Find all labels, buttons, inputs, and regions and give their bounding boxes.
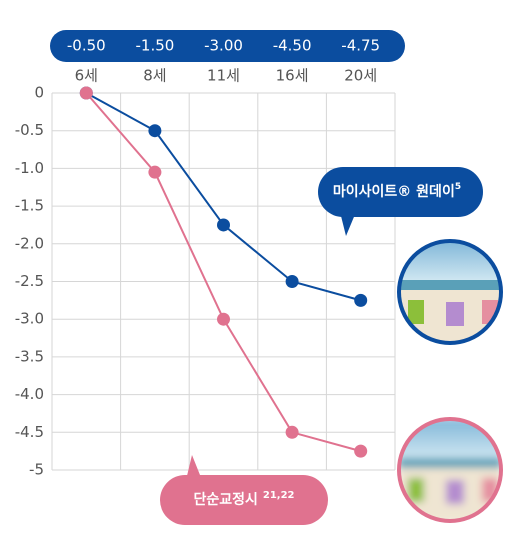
prescription-label: -4.50: [273, 37, 312, 55]
data-point: [354, 293, 368, 307]
legend-callout-blue: 마이사이트® 원데이5: [318, 167, 483, 236]
y-tick-label: -1.0: [15, 159, 44, 177]
y-tick-label: -2.5: [15, 272, 44, 290]
beach-photo-clear: [397, 239, 503, 345]
prescription-label: -0.50: [67, 37, 106, 55]
legend-note: 5: [455, 182, 461, 192]
plot: 0 -0.5 -1.0 -1.5 -2.0 -2.5 -3.0 -3.5 -4.0 -4.5 -5 6…: [15, 37, 396, 479]
svg-text:마이사이트® 원데이5: 마이사이트® 원데이5: [333, 182, 461, 201]
data-point: [217, 218, 230, 232]
data-point: [285, 425, 299, 439]
data-point: [217, 312, 230, 326]
y-tick-label: -3.0: [15, 310, 44, 328]
y-tick-label: 0: [34, 84, 44, 102]
y-tick-label: -3.5: [15, 347, 44, 365]
data-point: [148, 124, 162, 138]
x-tick-label: 16세: [276, 67, 309, 85]
legend-label: 단순교정시: [193, 491, 257, 508]
y-tick-label: -2.0: [15, 234, 44, 252]
series-line: [85, 92, 361, 453]
legend-note: 21,22: [263, 490, 295, 501]
data-point: [285, 275, 299, 288]
x-tick-label: 20세: [344, 67, 377, 85]
y-tick-label: -1.5: [15, 197, 44, 215]
y-tick-label: -4.5: [15, 423, 44, 441]
legend-callout-pink: 단순교정시 21,22: [160, 455, 328, 525]
prescription-label: -3.00: [204, 37, 243, 55]
prescription-bar: [50, 30, 405, 62]
y-tick-label: -5: [29, 461, 44, 479]
x-tick-label: 11세: [207, 67, 240, 85]
prescription-label: -1.50: [135, 37, 174, 55]
legend-label: 마이사이트® 원데이: [333, 183, 455, 200]
data-point: [79, 86, 93, 100]
beach-photo-blurred: [397, 417, 503, 523]
x-tick-label: 8세: [143, 67, 166, 85]
data-point: [148, 165, 162, 179]
y-tick-label: -0.5: [15, 121, 44, 139]
x-tick-label: 6세: [75, 67, 98, 85]
prescription-label: -4.75: [341, 37, 380, 55]
y-tick-label: -4.0: [15, 385, 44, 403]
data-point: [354, 444, 368, 458]
